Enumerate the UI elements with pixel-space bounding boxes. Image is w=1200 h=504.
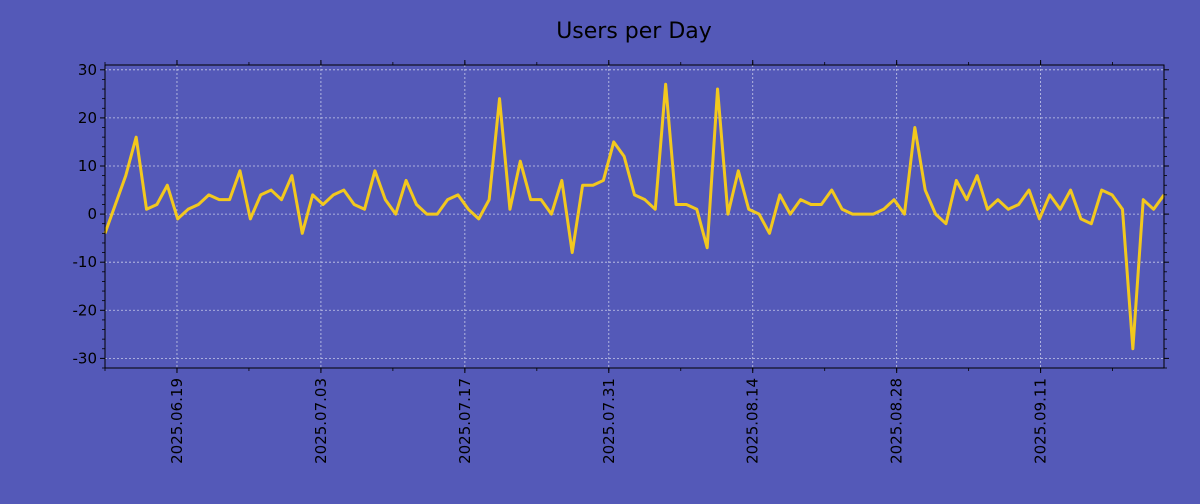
plot-area bbox=[105, 65, 1164, 368]
y-tick-label: 0 bbox=[87, 205, 97, 223]
series-layer bbox=[103, 82, 1166, 351]
x-tick-label: 2025.08.14 bbox=[744, 378, 762, 464]
plot-frame bbox=[104, 64, 1165, 369]
y-tick-label: 10 bbox=[78, 157, 97, 175]
series-line-users bbox=[103, 82, 1166, 351]
x-tick-label: 2025.07.31 bbox=[600, 378, 618, 464]
x-tick-label: 2025.08.28 bbox=[888, 378, 906, 464]
grid-lines bbox=[105, 65, 1164, 368]
x-tick-label: 2025.09.11 bbox=[1032, 378, 1050, 464]
y-tick-label: 20 bbox=[78, 109, 97, 127]
y-tick-label: -10 bbox=[73, 253, 98, 271]
x-tick-label: 2025.07.17 bbox=[456, 378, 474, 464]
x-axis: 2025.06.19 2025.07.03 2025.07.17 2025.07.31… bbox=[104, 60, 1113, 464]
chart-title: Users per Day bbox=[556, 19, 712, 44]
y-tick-label: -30 bbox=[73, 349, 98, 367]
y-tick-label: 30 bbox=[78, 61, 97, 79]
y-axis: -30 -20 -10 0 10 20 30 bbox=[73, 61, 1169, 369]
x-tick-label: 2025.06.19 bbox=[168, 378, 186, 464]
x-tick-label: 2025.07.03 bbox=[312, 378, 330, 464]
y-tick-label: -20 bbox=[73, 301, 98, 319]
